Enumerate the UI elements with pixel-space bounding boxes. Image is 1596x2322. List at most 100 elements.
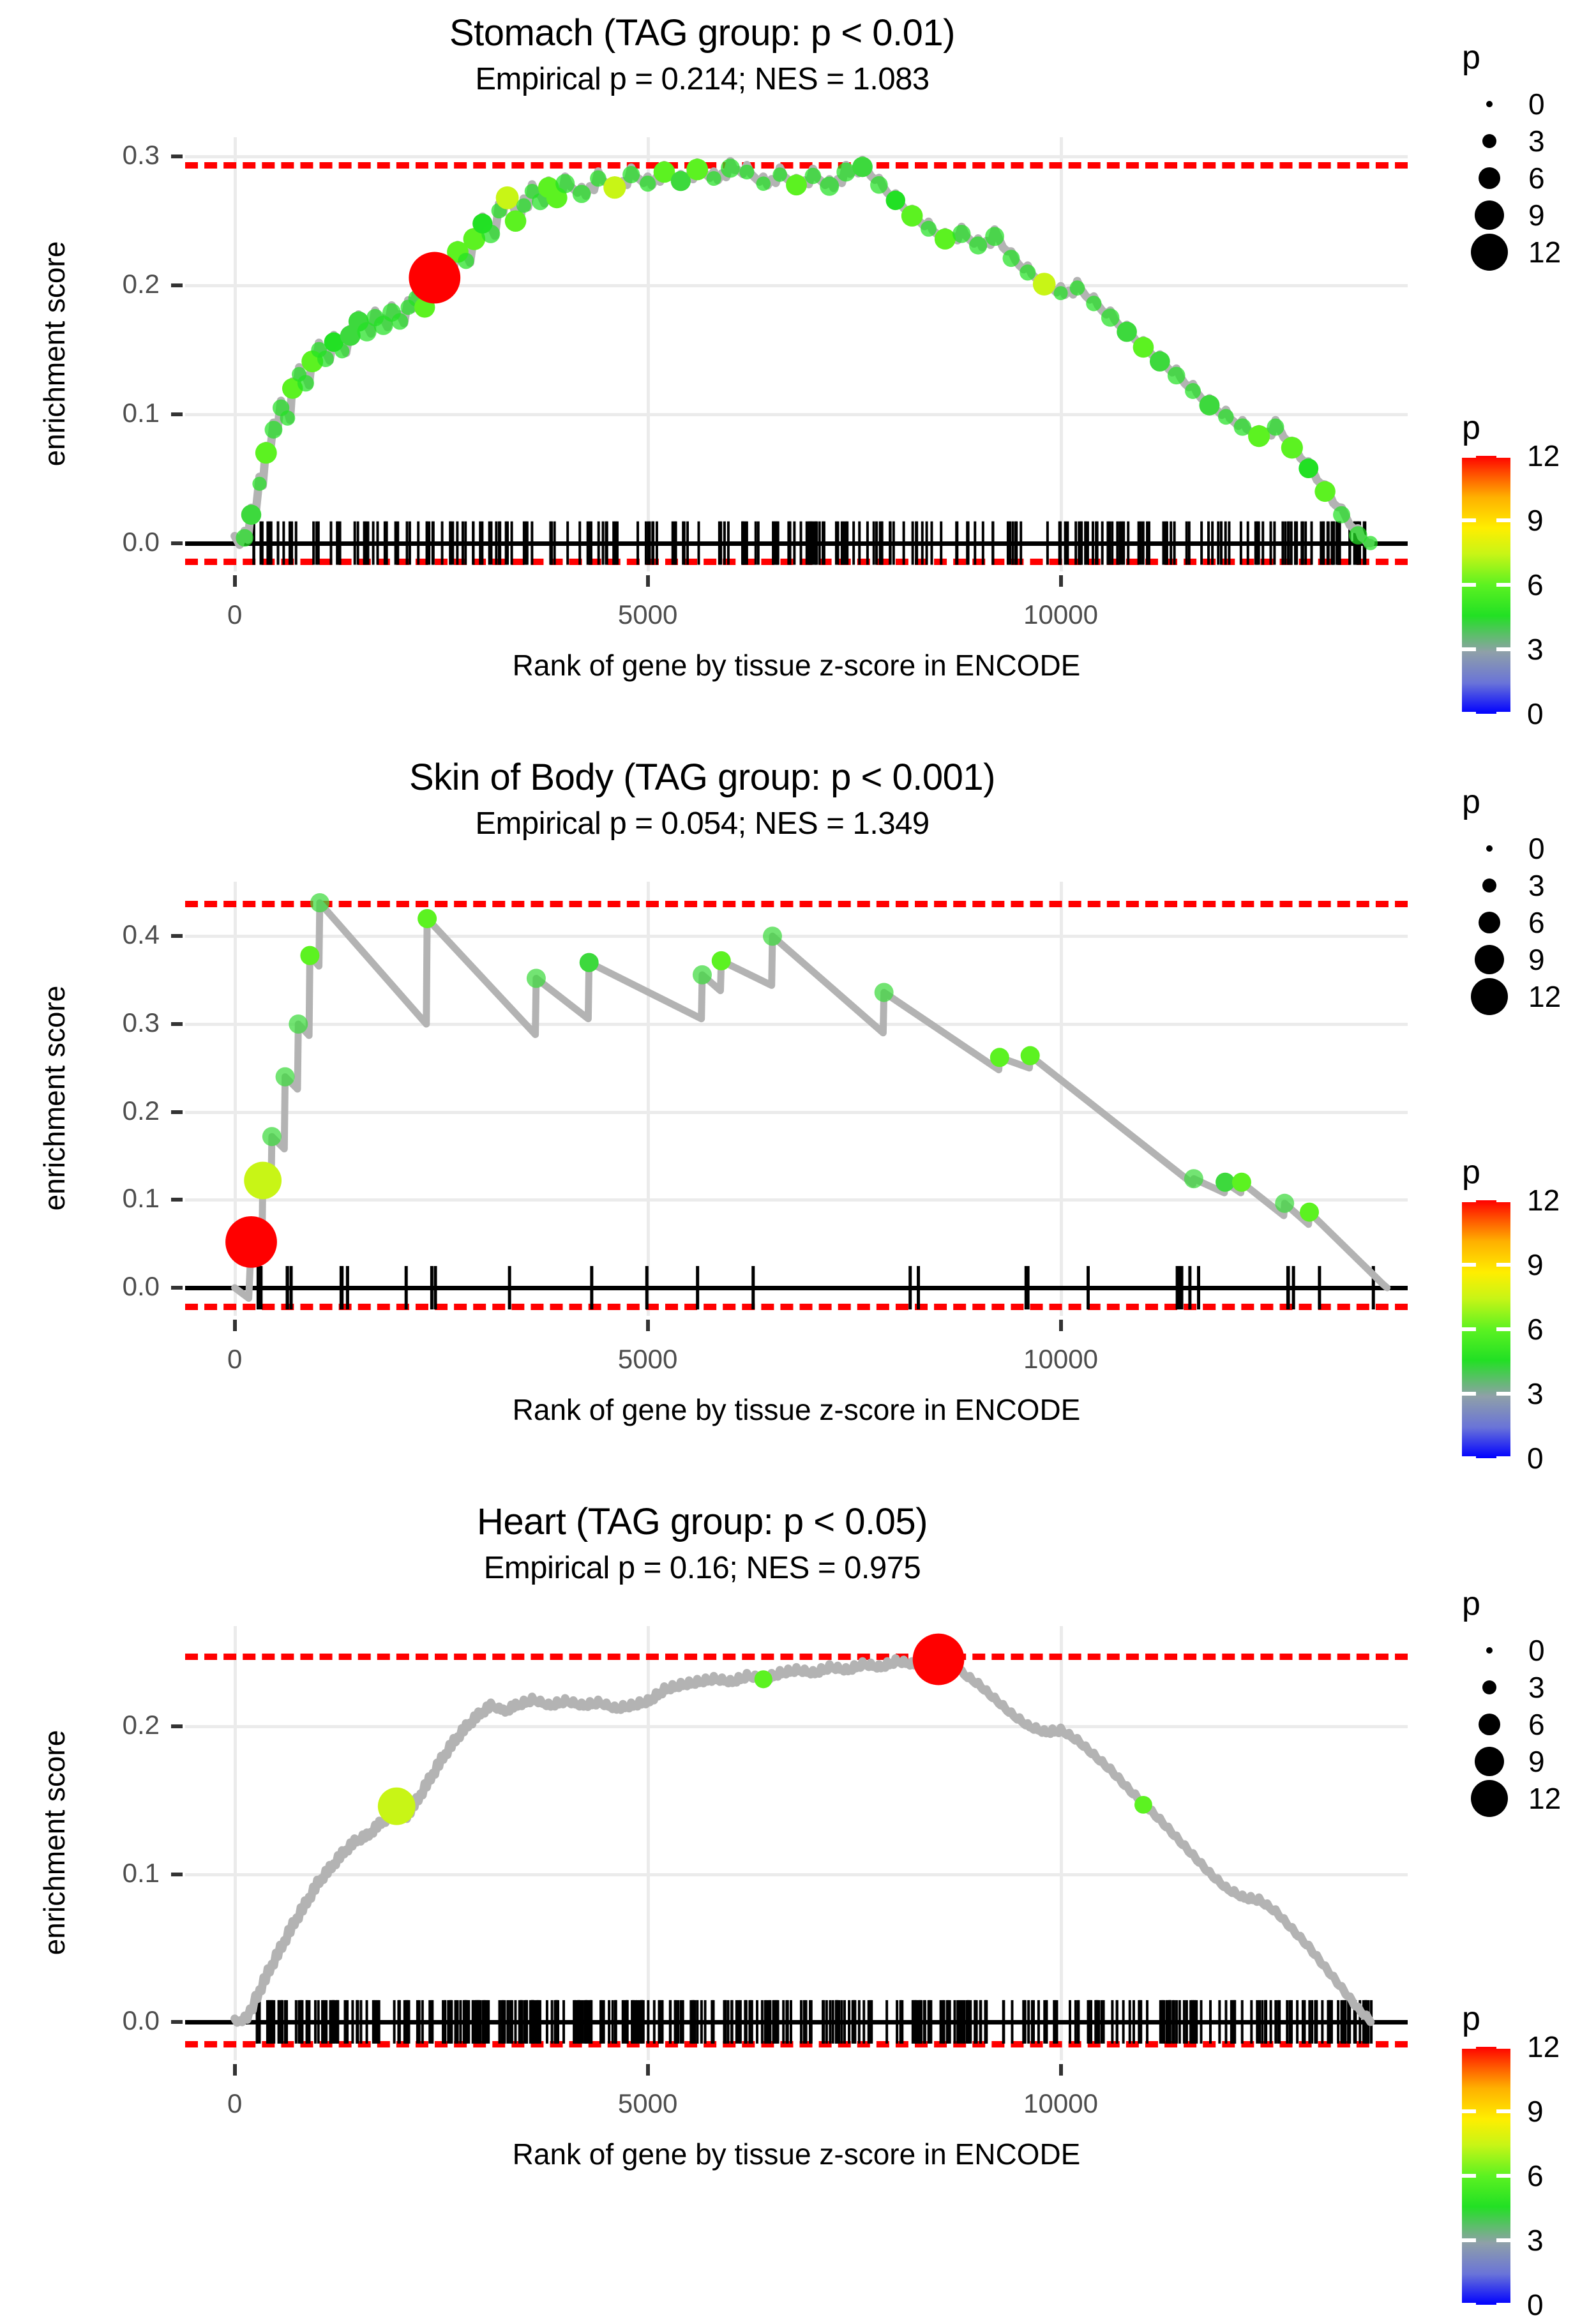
enrichment-point [1069,280,1085,296]
curve-outline [234,157,1371,547]
x-tick-label: 10000 [1023,599,1098,630]
legend-size-row: 12 [1462,1780,1561,1817]
enrichment-point [275,1067,295,1087]
reference-line-dashed [185,2040,1408,2047]
gridline-horizontal [185,1725,1408,1729]
legend-size-row: 6 [1462,1706,1561,1743]
legend-size-key [1462,1680,1517,1694]
enrichment-point [463,228,486,250]
enrichment-point [391,313,409,330]
legend-size-row: 6 [1462,160,1561,197]
legend-size-value: 0 [1528,87,1545,121]
enrichment-point [603,176,626,199]
legend-size-value: 12 [1528,1782,1562,1815]
y-tick-mark [171,283,183,288]
gridline-vertical [233,137,237,571]
y-tick-mark [171,934,183,939]
enrichment-point [901,205,923,227]
legend-size-row: 9 [1462,1743,1561,1780]
legend-dot-icon [1471,978,1508,1015]
rug-ticks [256,1265,1375,1309]
enrichment-point [1275,1193,1295,1213]
y-tick-mark [171,1110,183,1114]
gridline-vertical [1059,137,1063,571]
legend-color-value: 6 [1527,568,1544,601]
y-tick-label: 0.4 [122,919,160,950]
enrichment-point [579,953,599,972]
enrichment-point [357,322,377,342]
legend-color-value: 6 [1527,2159,1544,2192]
legend-size-value: 3 [1528,124,1545,158]
x-tick-label: 5000 [617,2088,678,2118]
enrichment-point [754,1670,772,1689]
gridline-horizontal [185,1022,1408,1026]
colorbar-tick [1462,583,1476,587]
plot-area [185,137,1408,571]
enrichment-point [526,969,546,988]
colorbar-tick [1462,1392,1476,1396]
rug-ticks [252,521,1367,565]
rug-ticks [255,2000,1373,2044]
enrichment-point [639,176,656,192]
legend-size-value: 0 [1528,832,1545,865]
enrichment-point [1032,273,1056,296]
gridline-horizontal [185,155,1408,159]
legend-size-key [1462,1780,1517,1817]
legend-color-value: 6 [1527,1313,1544,1346]
enrichment-point [418,908,437,928]
gridline-horizontal [185,1198,1408,1202]
legend-size-key [1462,845,1517,852]
legend-size-value: 12 [1528,236,1562,269]
panel-subtitle: Empirical p = 0.16; NES = 0.975 [483,1551,921,1585]
y-axis-label: enrichment score [38,1730,71,1956]
legend-size-row: 0 [1462,86,1561,123]
legend-size-key [1462,912,1517,933]
legend-size-title: p [1462,1585,1480,1622]
legend-size-row: 12 [1462,978,1561,1015]
y-tick-mark [171,1198,183,1202]
x-tick-mark [232,2064,237,2076]
colorbar-tick [1462,712,1476,716]
legend-dot-icon [1479,167,1500,189]
legend-size-key [1462,978,1517,1015]
colorbar [1462,1198,1510,1460]
enrichment-point [572,185,591,204]
enrichment-point [653,161,675,183]
y-tick-mark [171,1872,183,1876]
legend-size-title: p [1462,783,1480,820]
legend-size-value: 6 [1528,1708,1545,1741]
x-tick-label: 10000 [1023,1344,1098,1374]
enrichment-point [1199,395,1220,416]
x-tick-label: 5000 [617,599,678,630]
legend-dot-icon [1475,200,1504,230]
colorbar [1462,2045,1510,2307]
legend-size-value: 12 [1528,980,1562,1013]
colorbar-tick [1462,1263,1476,1267]
enrichment-curve [230,1633,1375,2027]
colorbar-tick [1462,2109,1476,2113]
colorbar-tick [1496,2303,1510,2307]
y-tick-label: 0.1 [122,1857,160,1888]
reference-line-dashed [185,1303,1408,1310]
legend-color-scale: p 12 9 6 3 0 [1462,409,1596,730]
legend-size-row: 3 [1462,123,1561,160]
legend-size-key [1462,200,1517,230]
enrichment-point [1117,321,1137,342]
y-tick-label: 0.2 [122,1710,160,1740]
colorbar-tick [1496,1456,1510,1460]
y-tick-label: 0.0 [122,2005,160,2035]
colorbar-tick [1496,1263,1510,1267]
enrichment-point [874,983,894,1002]
legend-size-key [1462,1647,1517,1654]
legend-color-value: 0 [1527,1442,1544,1475]
y-tick-mark [171,1724,183,1729]
enrichment-point [622,165,640,184]
enrichment-point [692,965,712,984]
plot-area [185,882,1408,1316]
legend-dot-icon [1475,1747,1504,1776]
curve-line [231,899,1391,1302]
legend-color-value: 12 [1527,439,1560,472]
enrichment-point [1134,1795,1152,1814]
legend-size-key [1462,878,1517,893]
panel-skin-of-body: Skin of Body (TAG group: p < 0.001) Empir… [0,744,1596,1489]
